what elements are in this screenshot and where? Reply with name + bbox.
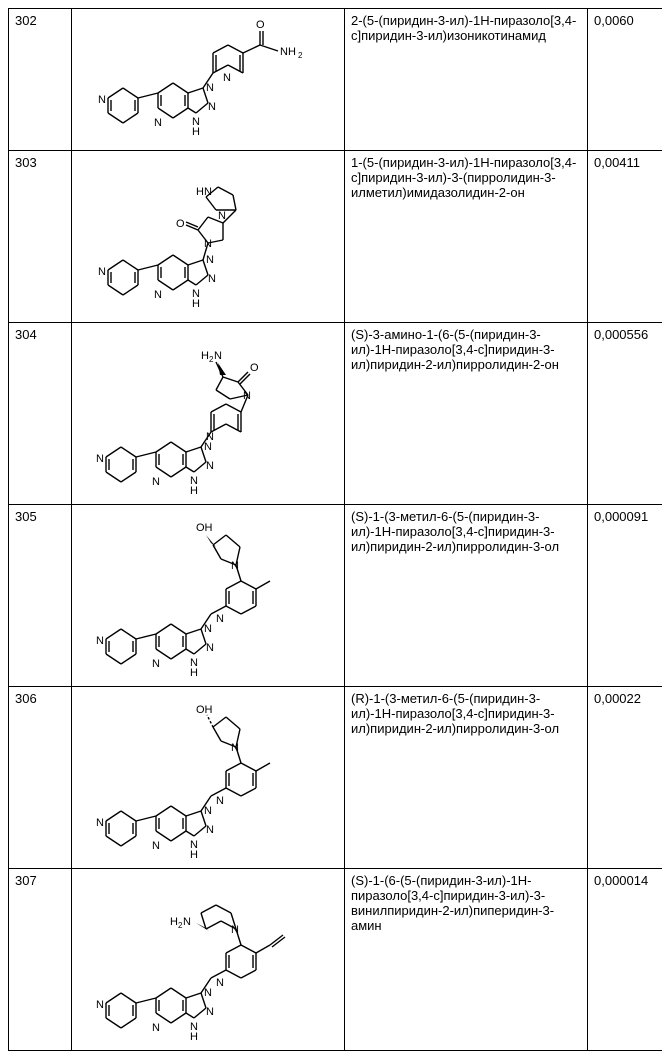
table-row: 303 N N NN <box>9 151 662 323</box>
svg-text:N: N <box>96 635 104 647</box>
table-row: 307 N N NN NH <box>9 869 662 1051</box>
compound-name: (S)-3-амино-1-(6-(5-(пиридин-3-ил)-1H-пи… <box>345 323 588 505</box>
svg-text:OH: OH <box>196 522 213 534</box>
svg-text:N: N <box>96 453 104 465</box>
svg-text:N: N <box>204 805 212 817</box>
svg-text:OH: OH <box>196 704 213 716</box>
svg-text:O: O <box>256 19 265 31</box>
compound-id: 306 <box>9 687 72 869</box>
svg-text:H: H <box>190 485 198 497</box>
compound-value: 0,00411 <box>588 151 662 323</box>
svg-text:N: N <box>206 1006 214 1018</box>
compound-structure: N N NN NH <box>72 9 345 151</box>
svg-text:N: N <box>183 916 191 928</box>
compound-name: (S)-1-(6-(5-(пиридин-3-ил)-1H-пиразоло[3… <box>345 869 588 1051</box>
svg-text:N: N <box>96 999 104 1011</box>
svg-text:N: N <box>152 476 160 488</box>
svg-text:N: N <box>208 273 216 285</box>
compound-id: 302 <box>9 9 72 151</box>
svg-text:H: H <box>190 667 198 679</box>
svg-text:H: H <box>190 849 198 861</box>
molecule-icon: N N NN NH N <box>88 691 328 861</box>
svg-text:N: N <box>206 642 214 654</box>
svg-text:HN: HN <box>196 186 212 198</box>
svg-text:2: 2 <box>298 51 303 60</box>
table-row: 302 N N <box>9 9 662 151</box>
svg-text:O: O <box>176 218 185 230</box>
compound-table: 302 N N <box>8 8 662 1051</box>
compound-value: 0,000014 <box>588 869 662 1051</box>
compound-structure: N N NN NH <box>72 323 345 505</box>
table-row: 306 N N NN N <box>9 687 662 869</box>
svg-text:N: N <box>98 266 106 278</box>
compound-structure: N N NN NH N <box>72 505 345 687</box>
svg-text:N: N <box>223 72 231 84</box>
svg-text:N: N <box>206 82 214 94</box>
svg-text:H: H <box>192 126 200 138</box>
compound-structure: N N NN NH N <box>72 869 345 1051</box>
compound-name: 1-(5-(пиридин-3-ил)-1H-пиразоло[3,4-c]пи… <box>345 151 588 323</box>
compound-name: (S)-1-(3-метил-6-(5-(пиридин-3-ил)-1H-пи… <box>345 505 588 687</box>
svg-text:N: N <box>152 658 160 670</box>
compound-structure: N N NN NH N <box>72 687 345 869</box>
svg-text:N: N <box>216 977 224 989</box>
svg-text:H: H <box>190 1031 198 1043</box>
svg-text:N: N <box>204 238 212 250</box>
compound-value: 0,000556 <box>588 323 662 505</box>
compound-value: 0,00022 <box>588 687 662 869</box>
svg-text:O: O <box>250 362 259 374</box>
svg-text:N: N <box>218 210 226 222</box>
svg-text:N: N <box>206 824 214 836</box>
table-row: 305 N N NN N <box>9 505 662 687</box>
svg-text:N: N <box>216 795 224 807</box>
compound-value: 0,000091 <box>588 505 662 687</box>
svg-text:N: N <box>206 431 214 443</box>
svg-text:N: N <box>231 560 239 572</box>
svg-text:H: H <box>170 916 178 928</box>
molecule-icon: N N NN NH <box>88 13 328 143</box>
svg-text:N: N <box>216 613 224 625</box>
svg-text:N: N <box>204 623 212 635</box>
molecule-icon: N N NN NH <box>88 327 328 497</box>
molecule-icon: N N NN NH N <box>88 873 328 1043</box>
molecule-icon: N N NN NH NN <box>88 155 328 315</box>
svg-text:N: N <box>96 817 104 829</box>
compound-value: 0,0060 <box>588 9 662 151</box>
svg-text:NH: NH <box>280 46 296 58</box>
compound-id: 303 <box>9 151 72 323</box>
table-row: 304 N N N N <box>9 323 662 505</box>
compound-id: 305 <box>9 505 72 687</box>
svg-text:N: N <box>208 101 216 113</box>
svg-text:N: N <box>206 254 214 266</box>
compound-id: 307 <box>9 869 72 1051</box>
svg-text:N: N <box>154 117 162 129</box>
svg-text:N: N <box>231 742 239 754</box>
svg-text:N: N <box>204 987 212 999</box>
molecule-icon: N N NN NH N <box>88 509 328 679</box>
compound-name: 2-(5-(пиридин-3-ил)-1H-пиразоло[3,4-c]пи… <box>345 9 588 151</box>
compound-id: 304 <box>9 323 72 505</box>
compound-name: (R)-1-(3-метил-6-(5-(пиридин-3-ил)-1H-пи… <box>345 687 588 869</box>
svg-text:N: N <box>154 289 162 301</box>
svg-text:H: H <box>201 350 209 362</box>
svg-text:N: N <box>206 460 214 472</box>
svg-text:N: N <box>152 1022 160 1034</box>
svg-text:N: N <box>98 94 106 106</box>
svg-text:N: N <box>152 840 160 852</box>
compound-structure: N N NN NH NN <box>72 151 345 323</box>
svg-text:N: N <box>214 350 222 362</box>
svg-text:H: H <box>192 298 200 310</box>
